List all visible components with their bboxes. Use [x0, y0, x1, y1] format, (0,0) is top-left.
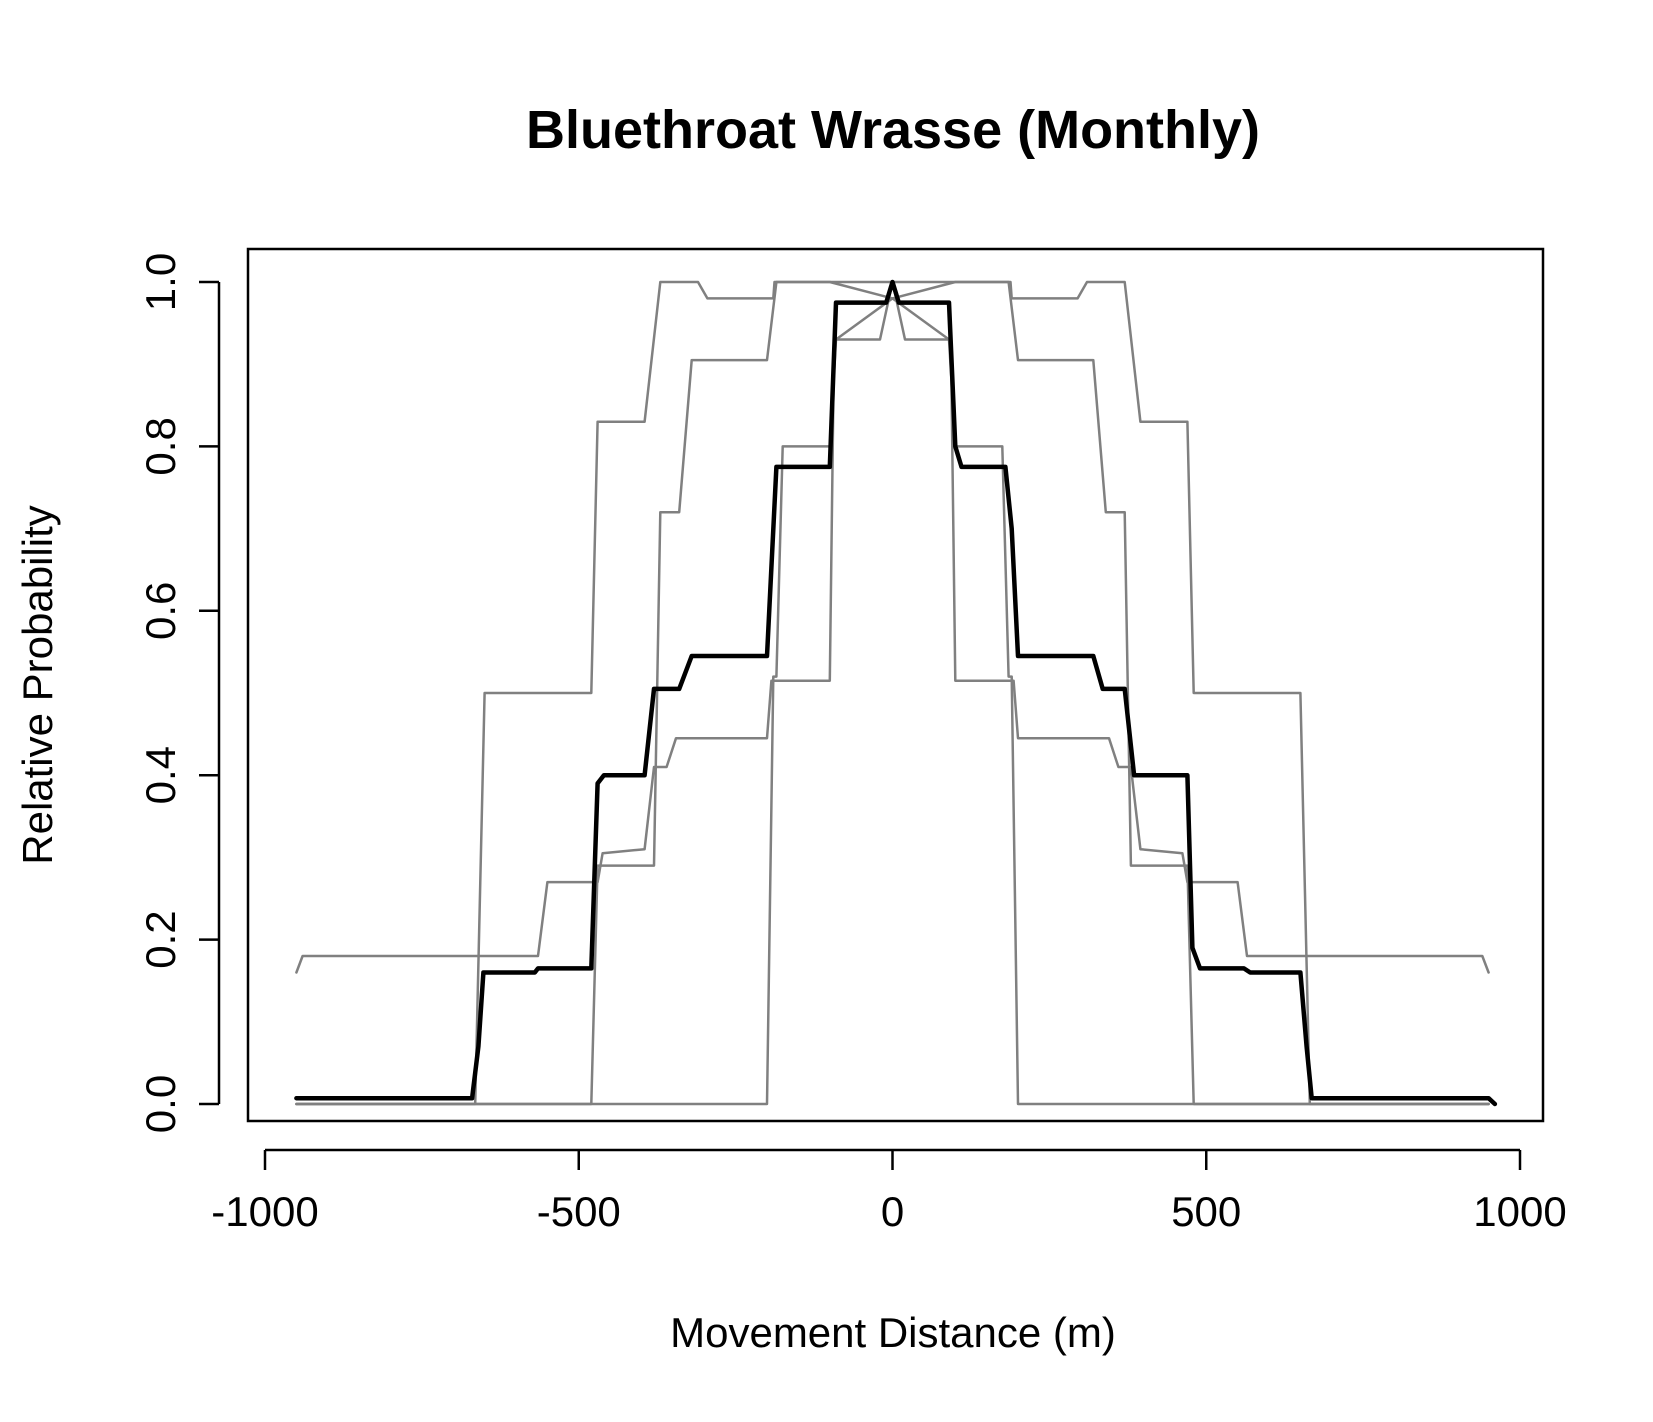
y-tick-label: 0.6 [137, 582, 184, 640]
y-axis: 0.0 0.2 0.4 0.6 0.8 1.0 [137, 253, 221, 1133]
x-tick-label: 1000 [1473, 1188, 1566, 1235]
x-axis-label: Movement Distance (m) [670, 1309, 1116, 1356]
x-tick-label: -500 [537, 1188, 621, 1235]
y-tick-label: 0.2 [137, 910, 184, 968]
x-tick-label: -1000 [211, 1188, 318, 1235]
y-tick-label: 0.0 [137, 1075, 184, 1133]
y-tick-label: 0.4 [137, 746, 184, 804]
series-line-1 [295, 280, 1490, 974]
plot-frame-rect [246, 247, 1545, 1123]
y-tick-label: 0.8 [137, 417, 184, 475]
y-axis-label: Relative Probability [14, 505, 61, 865]
series-line-3 [295, 280, 1490, 1106]
x-axis: -1000 -500 0 500 1000 [211, 1148, 1567, 1235]
series-line-4 [295, 297, 1490, 1106]
x-tick-label: 0 [881, 1188, 904, 1235]
x-tick-label: 500 [1171, 1188, 1241, 1235]
y-tick-label: 1.0 [137, 253, 184, 311]
plot-frame [246, 247, 1545, 1123]
series-lines [294, 279, 1498, 1107]
series-line-mean [294, 279, 1498, 1107]
chart-title: Bluethroat Wrasse (Monthly) [526, 100, 1260, 160]
series-line-2 [295, 280, 1490, 1106]
